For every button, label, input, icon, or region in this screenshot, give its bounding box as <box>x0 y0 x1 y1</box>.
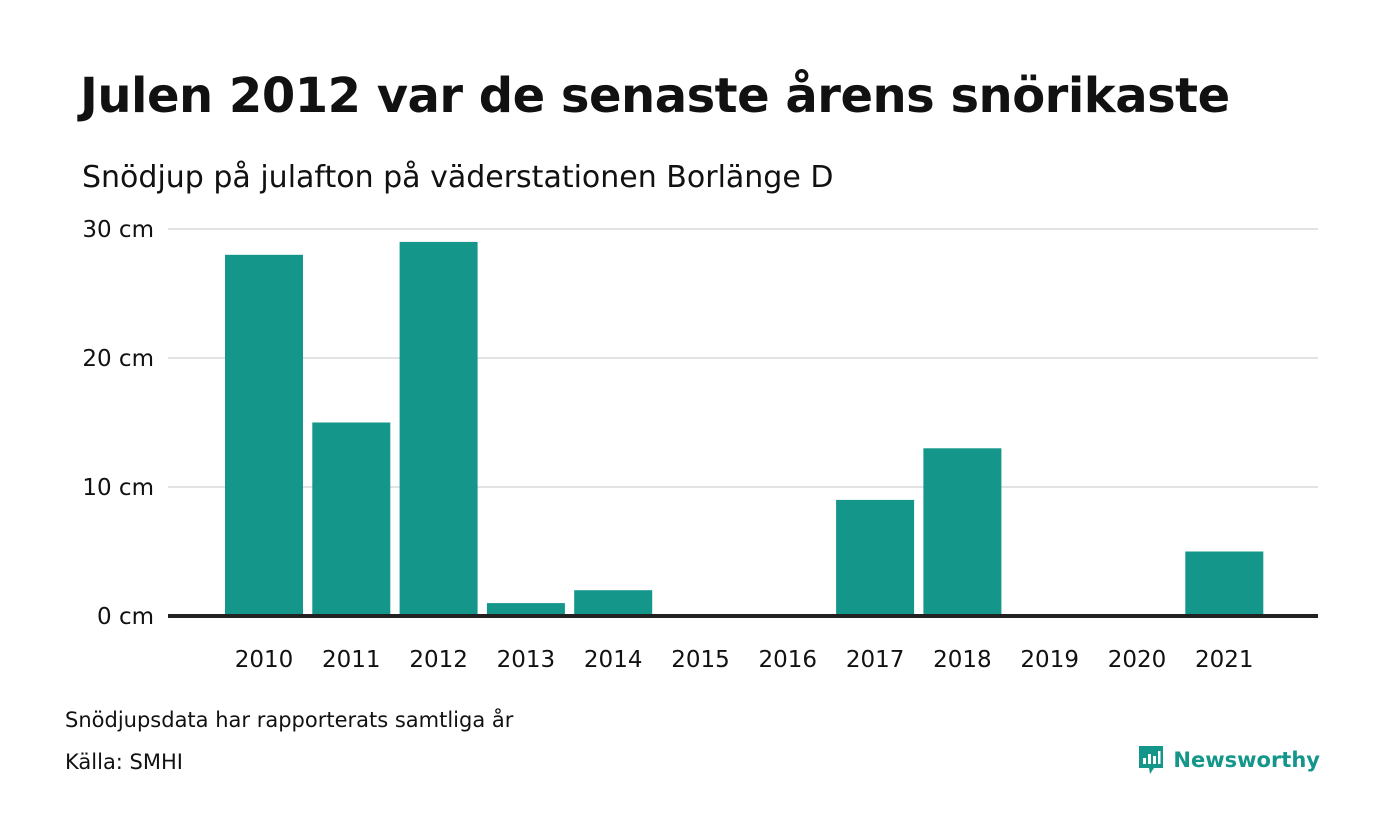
brand-logo[interactable]: Newsworthy <box>1137 744 1320 776</box>
chart-source: Källa: SMHI <box>65 750 183 774</box>
y-tick-label: 20 cm <box>82 346 154 372</box>
bar-2014 <box>574 590 653 616</box>
x-tick-label: 2015 <box>671 647 730 673</box>
bar-2011 <box>312 422 391 616</box>
bar-2018 <box>923 448 1002 616</box>
bars <box>225 241 1264 617</box>
bar-chart: 0 cm 10 cm 20 cm 30 cm 2010 2011 2012 2013 2014… <box>82 217 1318 673</box>
x-tick-label: 2013 <box>497 647 556 673</box>
bar-2017 <box>836 499 915 616</box>
chart-subtitle: Snödjup på julafton på väderstationen Bo… <box>82 160 834 195</box>
newsworthy-logo-icon <box>1139 746 1164 774</box>
chart-title: Julen 2012 var de senaste årens snörikas… <box>80 68 1230 124</box>
y-tick-label: 0 cm <box>97 604 154 630</box>
bar-2013 <box>486 603 565 616</box>
x-tick-label: 2014 <box>584 647 643 673</box>
bar-2010 <box>225 254 303 617</box>
y-tick-label: 10 cm <box>82 475 154 501</box>
chart-note: Snödjupsdata har rapporterats samtliga å… <box>65 708 514 732</box>
x-tick-label: 2020 <box>1108 647 1167 673</box>
bar-2021 <box>1185 551 1264 616</box>
x-tick-label: 2017 <box>846 647 905 673</box>
x-tick-label: 2012 <box>409 647 468 673</box>
bar-2012 <box>399 241 478 616</box>
x-axis-category-labels: 2010 2011 2012 2013 2014 2015 2016 2017 2018 2019… <box>235 647 1254 673</box>
x-tick-label: 2018 <box>933 647 992 673</box>
y-axis-tick-labels: 0 cm 10 cm 20 cm 30 cm <box>82 217 154 630</box>
x-tick-label: 2016 <box>759 647 818 673</box>
x-tick-label: 2010 <box>235 647 294 673</box>
y-tick-label: 30 cm <box>82 217 154 243</box>
x-tick-label: 2021 <box>1195 647 1254 673</box>
brand-name: Newsworthy <box>1173 748 1320 772</box>
x-tick-label: 2011 <box>322 647 381 673</box>
x-tick-label: 2019 <box>1020 647 1079 673</box>
